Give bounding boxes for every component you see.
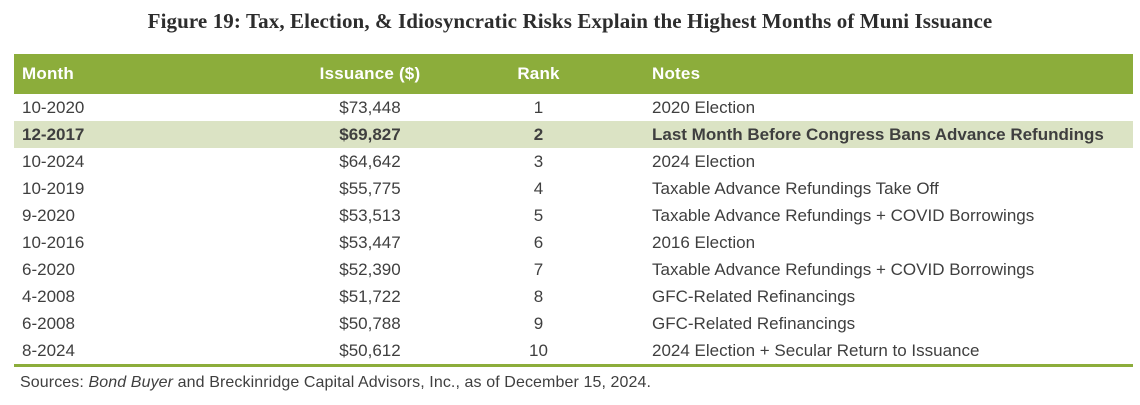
cell-issuance: $50,612 — [304, 337, 436, 366]
figure-title: Figure 19: Tax, Election, & Idiosyncrati… — [147, 9, 993, 33]
cell-notes: Taxable Advance Refundings Take Off — [641, 175, 1133, 202]
cell-month: 10-2019 — [14, 175, 304, 202]
cell-month: 6-2008 — [14, 310, 304, 337]
source-suffix: and Breckinridge Capital Advisors, Inc.,… — [173, 374, 652, 391]
table-row: 8-2024 $50,612 10 2024 Election + Secula… — [14, 337, 1133, 366]
cell-month: 10-2016 — [14, 229, 304, 256]
cell-rank: 6 — [436, 229, 641, 256]
cell-notes: GFC-Related Refinancings — [641, 310, 1133, 337]
cell-rank: 9 — [436, 310, 641, 337]
table-header-row: Month Issuance ($) Rank Notes — [14, 54, 1133, 94]
table-row: 9-2020 $53,513 5 Taxable Advance Refundi… — [14, 202, 1133, 229]
cell-issuance: $73,448 — [304, 94, 436, 121]
table-row: 10-2024 $64,642 3 2024 Election — [14, 148, 1133, 175]
cell-issuance: $53,513 — [304, 202, 436, 229]
table-row: 4-2008 $51,722 8 GFC-Related Refinancing… — [14, 283, 1133, 310]
table-row: 6-2020 $52,390 7 Taxable Advance Refundi… — [14, 256, 1133, 283]
source-note: Sources: Bond Buyer and Breckinridge Cap… — [20, 374, 1140, 392]
muni-issuance-table: Month Issuance ($) Rank Notes 10-2020 $7… — [14, 54, 1133, 367]
cell-notes: 2024 Election + Secular Return to Issuan… — [641, 337, 1133, 366]
source-publication: Bond Buyer — [88, 374, 174, 391]
cell-issuance: $64,642 — [304, 148, 436, 175]
table-row: 10-2020 $73,448 1 2020 Election — [14, 94, 1133, 121]
cell-notes: 2016 Election — [641, 229, 1133, 256]
cell-rank: 10 — [436, 337, 641, 366]
cell-month: 10-2020 — [14, 94, 304, 121]
cell-notes: Taxable Advance Refundings + COVID Borro… — [641, 256, 1133, 283]
cell-notes: Taxable Advance Refundings + COVID Borro… — [641, 202, 1133, 229]
cell-month: 12-2017 — [14, 121, 304, 148]
table-row: 12-2017 $69,827 2 Last Month Before Cong… — [14, 121, 1133, 148]
cell-month: 9-2020 — [14, 202, 304, 229]
cell-notes: GFC-Related Refinancings — [641, 283, 1133, 310]
column-header-notes: Notes — [641, 54, 1133, 94]
cell-month: 10-2024 — [14, 148, 304, 175]
cell-rank: 1 — [436, 94, 641, 121]
cell-rank: 7 — [436, 256, 641, 283]
cell-month: 4-2008 — [14, 283, 304, 310]
cell-rank: 8 — [436, 283, 641, 310]
cell-month: 6-2020 — [14, 256, 304, 283]
table-row: 6-2008 $50,788 9 GFC-Related Refinancing… — [14, 310, 1133, 337]
cell-rank: 2 — [436, 121, 641, 148]
cell-rank: 5 — [436, 202, 641, 229]
column-header-month: Month — [14, 54, 304, 94]
source-prefix: Sources: — [20, 374, 89, 391]
table-row: 10-2019 $55,775 4 Taxable Advance Refund… — [14, 175, 1133, 202]
column-header-issuance: Issuance ($) — [304, 54, 436, 94]
figure-container: Figure 19: Tax, Election, & Idiosyncrati… — [0, 8, 1140, 392]
cell-issuance: $55,775 — [304, 175, 436, 202]
cell-month: 8-2024 — [14, 337, 304, 366]
cell-rank: 4 — [436, 175, 641, 202]
cell-notes: 2020 Election — [641, 94, 1133, 121]
cell-rank: 3 — [436, 148, 641, 175]
column-header-rank: Rank — [436, 54, 641, 94]
cell-notes: Last Month Before Congress Bans Advance … — [641, 121, 1133, 148]
table-row: 10-2016 $53,447 6 2016 Election — [14, 229, 1133, 256]
cell-issuance: $52,390 — [304, 256, 436, 283]
cell-issuance: $50,788 — [304, 310, 436, 337]
cell-notes: 2024 Election — [641, 148, 1133, 175]
cell-issuance: $69,827 — [304, 121, 436, 148]
cell-issuance: $53,447 — [304, 229, 436, 256]
cell-issuance: $51,722 — [304, 283, 436, 310]
